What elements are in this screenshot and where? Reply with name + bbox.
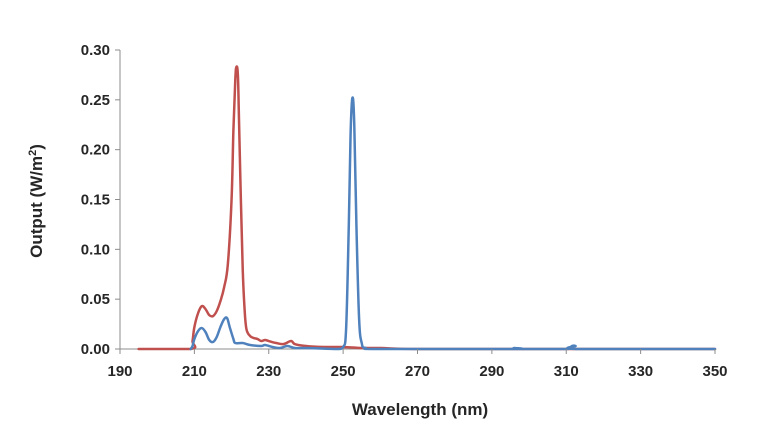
x-tick-label: 270: [405, 363, 430, 380]
x-tick-label: 230: [256, 363, 281, 380]
series-layer: [137, 65, 717, 351]
series-line-1: [137, 65, 717, 351]
y-tick-label: 0.10: [81, 241, 110, 258]
series-line-2: [189, 96, 717, 351]
x-tick-label: 330: [628, 363, 653, 380]
y-tick-label: 0.25: [81, 92, 110, 109]
y-tick-label: 0.30: [81, 42, 110, 59]
y-axis-title-superscript: 2: [27, 150, 39, 156]
y-axis-ticks: 0.00 0.05 0.10 0.15 0.20 0.25 0.30: [81, 42, 120, 358]
x-tick-label: 250: [331, 363, 356, 380]
y-axis-title-close: ): [27, 144, 46, 150]
x-tick-label: 290: [479, 363, 504, 380]
y-tick-label: 0.15: [81, 192, 110, 209]
x-tick-label: 190: [107, 363, 132, 380]
y-axis-title: Output (W/m2): [27, 144, 46, 258]
y-axis-title-main: Output (W/m: [27, 156, 46, 258]
x-tick-label: 310: [554, 363, 579, 380]
y-tick-label: 0.00: [81, 341, 110, 358]
x-axis-ticks: 190 210 230 250 270 290 310 330 350: [107, 349, 728, 380]
x-tick-label: 210: [182, 363, 207, 380]
y-tick-label: 0.20: [81, 142, 110, 159]
plot-area: [119, 50, 715, 350]
x-axis-title: Wavelength (nm): [352, 400, 488, 419]
x-tick-label: 350: [702, 363, 727, 380]
y-tick-label: 0.05: [81, 291, 110, 308]
